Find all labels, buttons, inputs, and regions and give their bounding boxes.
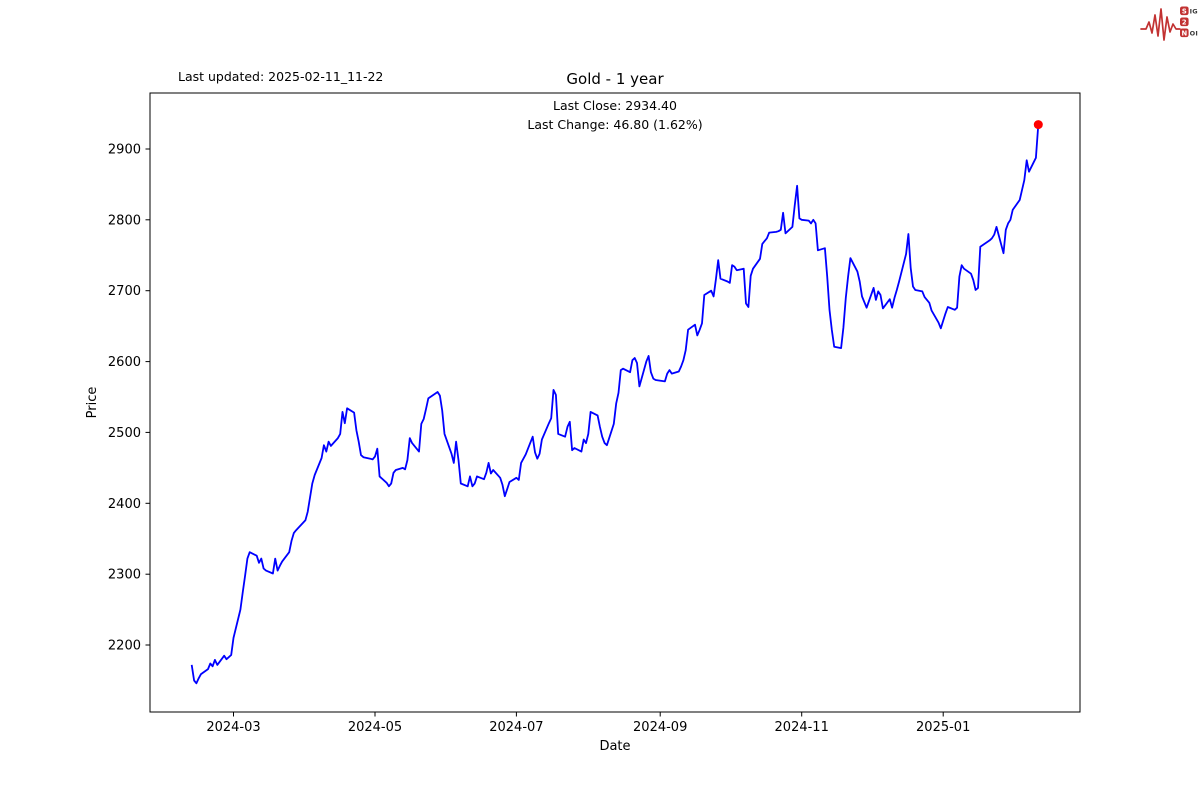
logo-wordmark: S IGNAL 2 N OISE <box>1180 6 1198 38</box>
x-tick-label: 2024-03 <box>206 720 260 735</box>
x-tick-label: 2024-07 <box>489 720 543 735</box>
logo-line1-rest: IGNAL <box>1190 7 1198 15</box>
last-updated-text: Last updated: 2025-02-11_11-22 <box>178 69 384 84</box>
signal2noise-logo: S IGNAL 2 N OISE <box>1140 6 1198 41</box>
last-price-marker <box>1033 120 1043 130</box>
last-close-annotation: Last Close: 2934.40 <box>553 98 677 113</box>
x-tick-label: 2024-05 <box>348 720 402 735</box>
y-tick-label: 2900 <box>108 143 141 158</box>
y-tick-label: 2800 <box>108 213 141 228</box>
waveform-icon <box>1140 8 1181 41</box>
y-tick-label: 2600 <box>108 355 141 370</box>
logo-line3-rest: OISE <box>1190 29 1198 37</box>
plot-border <box>149 92 1081 713</box>
logo-2-box <box>1180 17 1189 27</box>
chart-subtitle: Last Close: 2934.40 Last Change: 46.80 (… <box>150 97 1080 134</box>
y-tick-label: 2500 <box>108 426 141 441</box>
logo-n: N <box>1181 29 1187 37</box>
price-line <box>190 124 1040 685</box>
chart-title: Gold - 1 year <box>566 70 664 88</box>
logo-2: 2 <box>1182 18 1187 26</box>
logo-s-box <box>1180 6 1189 16</box>
logo-s: S <box>1182 7 1187 15</box>
x-tick-label: 2024-09 <box>633 720 687 735</box>
y-axis-label: Price <box>85 387 100 419</box>
y-tick-label: 2400 <box>108 497 141 512</box>
x-axis-label: Date <box>599 739 630 754</box>
y-tick-label: 2300 <box>108 568 141 583</box>
last-change-annotation: Last Change: 46.80 (1.62%) <box>527 116 703 132</box>
x-tick-label: 2024-11 <box>775 720 829 735</box>
y-tick-label: 2200 <box>108 639 141 654</box>
x-tick-label: 2025-01 <box>916 720 970 735</box>
logo-n-box <box>1180 28 1189 38</box>
y-tick-label: 2700 <box>108 284 141 299</box>
